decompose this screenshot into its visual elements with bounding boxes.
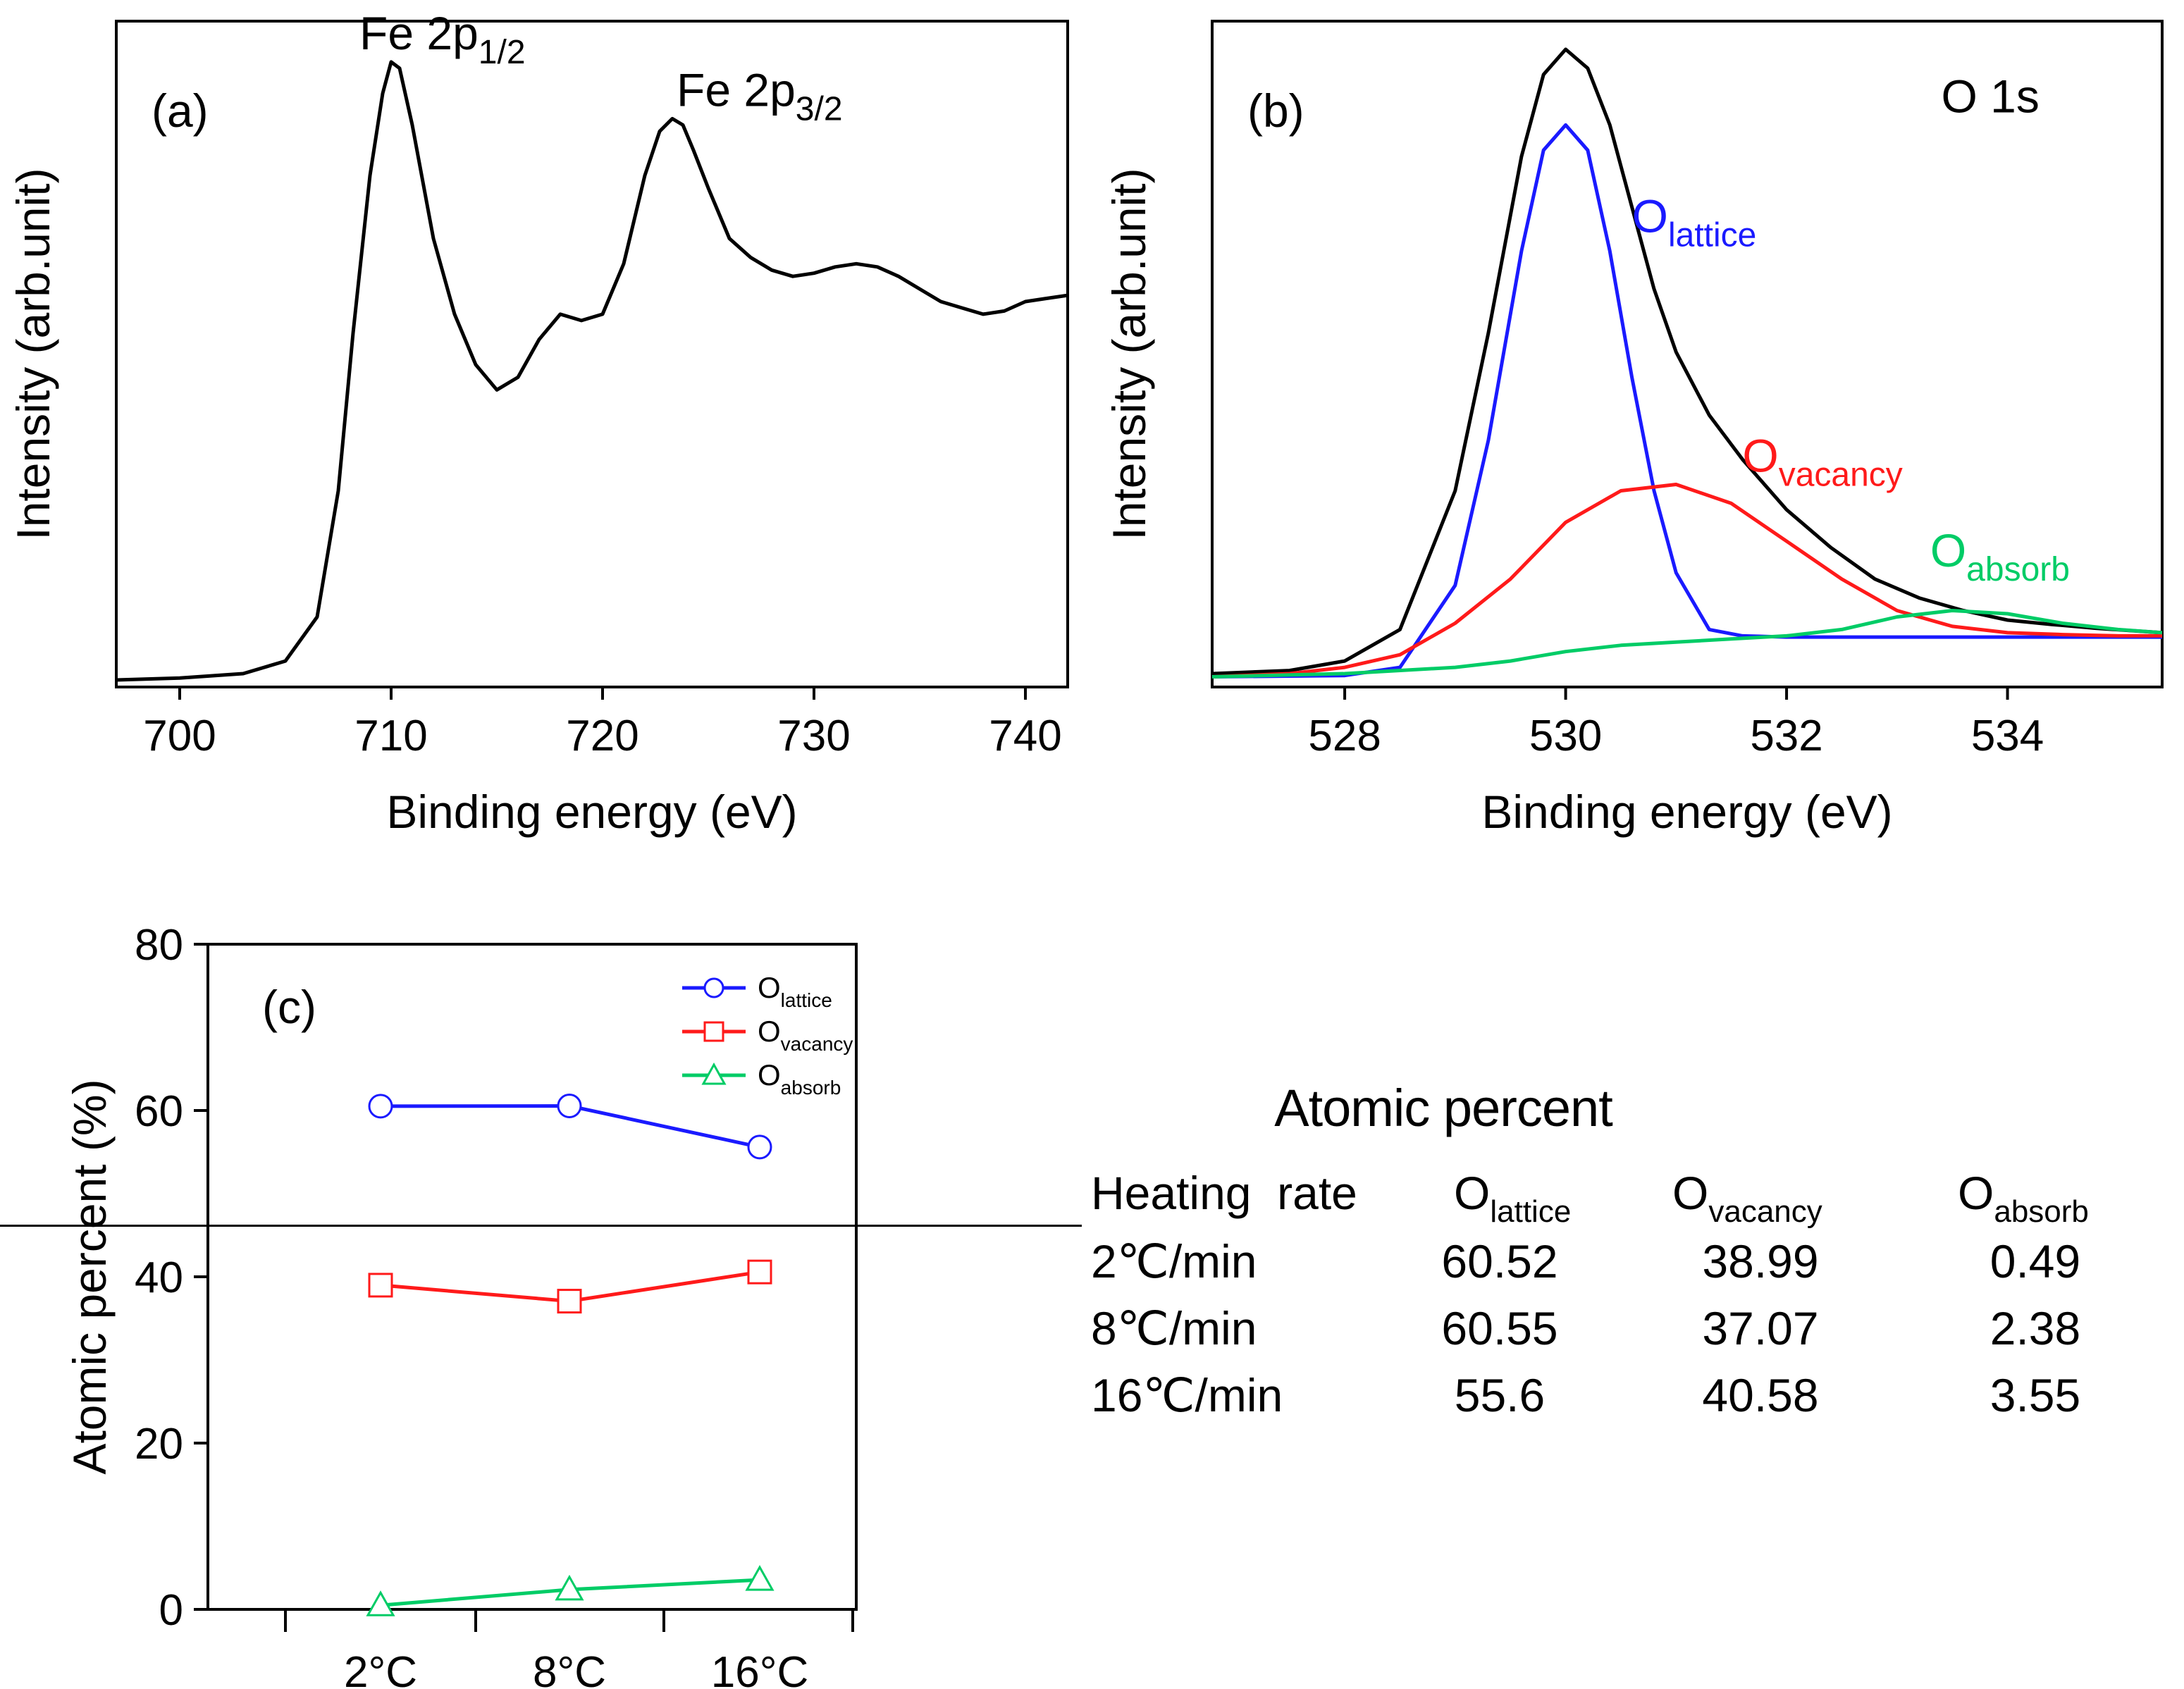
x-axis-label: Binding energy (eV): [1481, 786, 1892, 838]
panel-label: (b): [1247, 85, 1304, 137]
row-lattice: 55.6: [1454, 1369, 1546, 1421]
header-absorb: Oabsorb: [1958, 1167, 2089, 1229]
legend-label: Oabsorb: [758, 1058, 841, 1099]
row-rate: 16℃/min: [1091, 1369, 1283, 1421]
table-row: 2℃/min 60.52 38.99 0.49: [1091, 1235, 2173, 1298]
data-point-vacancy: [368, 1273, 393, 1298]
y-tick-label: 60: [135, 1087, 183, 1136]
series-line-o-absorb: [1211, 609, 2163, 679]
y-tick-label: 80: [135, 921, 183, 970]
data-point-lattice: [747, 1134, 772, 1160]
row-vacancy: 38.99: [1702, 1235, 1819, 1287]
table-header-rule: [0, 1225, 1082, 1227]
table-row: 8℃/min 60.55 37.07 2.38: [1091, 1301, 2173, 1365]
y-tick-label: 20: [135, 1420, 183, 1468]
data-point-vacancy: [747, 1259, 772, 1285]
x-tick-label: 730: [777, 712, 850, 760]
header-heating-rate: Heating rate: [1091, 1167, 1357, 1219]
data-point-lattice: [368, 1094, 393, 1119]
row-absorb: 3.55: [1989, 1369, 2081, 1421]
x-tick-label: 710: [354, 712, 427, 760]
data-point-absorb: [366, 1590, 395, 1616]
row-absorb: 0.49: [1989, 1235, 2081, 1287]
series-line-fe-2p-spectrum: [116, 60, 1068, 682]
data-point-vacancy: [557, 1289, 582, 1314]
peak-annotation: Fe 2p1/2: [359, 7, 526, 71]
y-tick-label: 40: [135, 1254, 183, 1302]
row-rate: 2℃/min: [1091, 1235, 1257, 1287]
legend-marker-absorb: [701, 1062, 727, 1085]
y-axis-label: Intensity (arb.unit): [1103, 168, 1155, 540]
x-tick-label: 720: [566, 712, 638, 760]
data-point-absorb: [745, 1565, 775, 1591]
row-vacancy: 40.58: [1702, 1369, 1819, 1421]
y-axis-label: Atomic percent (%): [63, 1079, 116, 1474]
data-point-absorb: [555, 1574, 584, 1601]
row-lattice: 60.55: [1441, 1302, 1558, 1354]
x-tick-label: 740: [989, 712, 1061, 760]
x-tick-label: 528: [1308, 712, 1381, 760]
x-tick-label: 534: [1971, 712, 2044, 760]
x-tick-label: 530: [1529, 712, 1602, 760]
panel-label: (a): [152, 85, 209, 137]
legend-label: Ovacancy: [758, 1015, 853, 1055]
row-lattice: 60.52: [1441, 1235, 1558, 1287]
x-tick-label: 16°C: [711, 1648, 809, 1689]
data-point-lattice: [557, 1094, 582, 1119]
y-axis-label: Intensity (arb.unit): [7, 168, 59, 540]
table-title: Atomic percent: [1274, 1079, 1613, 1137]
legend-label: Olattice: [758, 971, 832, 1011]
header-vacancy: Ovacancy: [1672, 1167, 1822, 1229]
series-line-o-vacancy: [1211, 483, 2162, 679]
series-line-o-lattice: [1211, 123, 2162, 679]
table-header-row: Heating rate Olattice Ovacancy Oabsorb: [1091, 1166, 2173, 1230]
x-axis-label: Binding energy (eV): [386, 786, 797, 838]
table-row: 16℃/min 55.6 40.58 3.55: [1091, 1368, 2173, 1432]
peak-annotation: Oabsorb: [1930, 524, 2070, 588]
x-tick-label: 700: [143, 712, 216, 760]
row-absorb: 2.38: [1989, 1302, 2081, 1354]
legend-marker-vacancy: [703, 1021, 724, 1042]
row-rate: 8℃/min: [1091, 1302, 1257, 1354]
x-tick-label: 8°C: [533, 1648, 606, 1689]
x-tick-label: 2°C: [344, 1648, 417, 1689]
header-lattice: Olattice: [1454, 1167, 1572, 1229]
plot-frame-a: [115, 20, 1069, 688]
panel-label: (c): [262, 981, 316, 1033]
legend-marker-lattice: [703, 977, 724, 998]
y-tick-label: 0: [159, 1586, 183, 1635]
x-tick-label: 532: [1750, 712, 1822, 760]
peak-annotation: Olattice: [1632, 190, 1757, 254]
plot-frame-b: [1211, 20, 2164, 688]
row-vacancy: 37.07: [1702, 1302, 1819, 1354]
peak-annotation: O 1s: [1942, 70, 2040, 123]
peak-annotation: Fe 2p3/2: [677, 64, 843, 128]
